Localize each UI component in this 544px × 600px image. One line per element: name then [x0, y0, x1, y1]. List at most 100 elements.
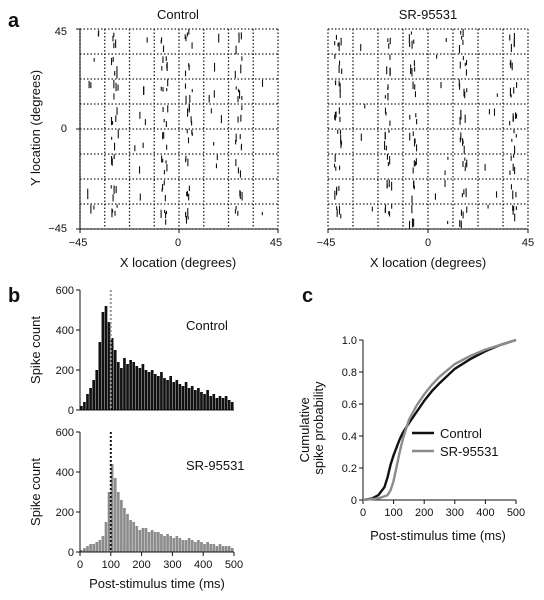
histogram-bar: [190, 386, 194, 410]
histogram-bar: [83, 402, 86, 410]
histogram-bar: [187, 388, 191, 410]
y-tick-label: 400: [56, 325, 74, 337]
histogram-bar: [175, 536, 179, 552]
histogram-bar: [107, 322, 111, 410]
x-axis-label: X location (degrees): [120, 255, 236, 270]
histogram-bar: [141, 528, 145, 552]
histogram-bar: [193, 390, 197, 410]
histogram-bar: [83, 548, 86, 552]
histogram-bar: [123, 508, 126, 552]
histogram-bar: [169, 376, 172, 410]
histogram-control: Control Spike count 0 200 400 600: [28, 285, 234, 417]
histogram-bar: [104, 306, 108, 410]
x-tick-label: 45: [270, 237, 282, 249]
histogram-bar: [184, 540, 188, 552]
x-tick-label: 500: [507, 507, 525, 519]
y-tick-label: 600: [56, 285, 74, 297]
histogram-bar: [116, 492, 120, 552]
x-tick-label: 100: [384, 507, 402, 519]
histogram-bar: [157, 376, 160, 410]
histogram-bar: [80, 406, 83, 410]
histogram-bar: [175, 380, 179, 410]
x-tick-label: 200: [132, 559, 150, 571]
x-tick-label: 0: [77, 559, 83, 571]
histogram-bar: [224, 546, 228, 552]
histogram-bar: [172, 538, 176, 552]
histogram-bar: [123, 358, 126, 410]
histogram-bar: [197, 388, 200, 410]
histogram-bar: [166, 534, 169, 552]
histogram-bar: [141, 364, 145, 410]
y-axis-label: Spike count: [28, 458, 43, 526]
x-axis-label: Post-stimulus time (ms): [89, 576, 225, 591]
x-tick-label: 100: [102, 559, 120, 571]
histogram-bar: [178, 384, 182, 410]
histogram-bar: [166, 380, 169, 410]
histogram-bar: [144, 528, 148, 552]
histogram-bar: [135, 366, 139, 410]
histogram-bar: [138, 368, 142, 410]
raster-control: Control 45 0 −45 Y location (degrees) −4…: [28, 7, 282, 270]
histogram-bar: [197, 540, 200, 552]
raster-title: Control: [157, 7, 199, 22]
histogram-bar: [113, 350, 117, 410]
y-tick-label: 0.4: [342, 431, 357, 443]
panel-label-a: a: [8, 10, 20, 32]
y-tick-label: 0: [351, 495, 357, 507]
histogram-label: SR-95531: [186, 458, 245, 473]
histogram-bar: [92, 380, 95, 410]
histogram-bar: [163, 536, 166, 552]
histogram-bar: [104, 522, 108, 552]
histogram-bar: [126, 514, 129, 552]
histogram-bar: [206, 542, 209, 552]
histogram-bar: [227, 400, 231, 410]
histogram-bar: [147, 372, 151, 410]
histogram-bar: [206, 390, 209, 410]
y-tick-label: 0.2: [342, 463, 357, 475]
x-tick-label: 200: [415, 507, 433, 519]
histogram-bar: [80, 550, 83, 552]
y-axis-label: Spike count: [28, 316, 43, 384]
x-tick-label: 300: [446, 507, 464, 519]
histogram-bar: [144, 370, 148, 410]
histogram-bar: [203, 544, 206, 552]
histogram-bar: [135, 526, 139, 552]
histogram-bar: [193, 542, 197, 552]
y-tick-label: 400: [56, 467, 74, 479]
histogram-bar: [138, 530, 142, 552]
y-axis-label: Y location (degrees): [28, 70, 43, 186]
histogram-bar: [107, 492, 111, 552]
histogram-bar: [190, 540, 194, 552]
histogram-bar: [120, 368, 123, 410]
x-tick-label: 400: [194, 559, 212, 571]
histogram-bar: [89, 544, 92, 552]
histogram-bar: [209, 396, 213, 410]
histogram-bar: [215, 398, 219, 410]
histogram-bar: [132, 522, 136, 552]
histogram-bar: [113, 478, 117, 552]
histogram-bar: [153, 374, 157, 410]
panel-label-c: c: [302, 285, 313, 307]
histogram-bar: [163, 378, 166, 410]
y-tick-label: 0.6: [342, 399, 357, 411]
histogram-bar: [110, 464, 114, 552]
x-tick-label: 400: [476, 507, 494, 519]
histogram-bar: [160, 534, 163, 552]
histogram-bar: [126, 364, 129, 410]
x-tick-label: 0: [175, 237, 181, 249]
histogram-bar: [181, 386, 185, 410]
histogram-bar: [212, 544, 216, 552]
y-tick-label: 1.0: [342, 335, 357, 347]
raster-sr95531: SR-95531 −45 0 45 X location (degrees): [317, 7, 534, 270]
histogram-bar: [169, 536, 172, 552]
histogram-bar: [129, 360, 132, 410]
histogram-bar: [200, 542, 203, 552]
x-tick-label: 0: [360, 507, 366, 519]
x-tick-label: 0: [425, 237, 431, 249]
y-tick-label: 600: [56, 427, 74, 439]
histogram-bar: [178, 538, 182, 552]
y-tick-label: 0: [61, 123, 67, 135]
histogram-bar: [209, 544, 213, 552]
y-tick-label: 0: [68, 547, 74, 559]
